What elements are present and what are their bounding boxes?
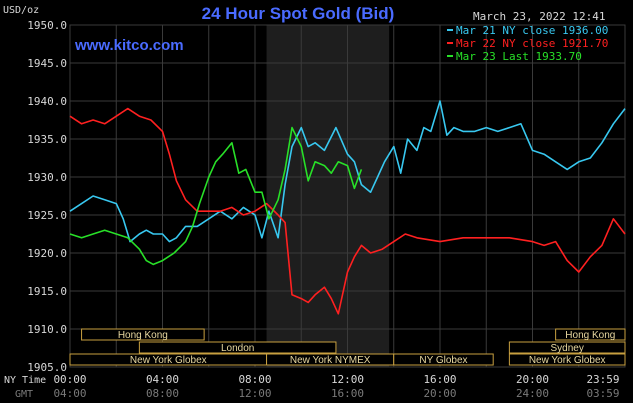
ny-time-tick-label: 12:00	[331, 373, 364, 386]
series-line	[69, 107, 626, 315]
nymex-shaded-region	[266, 25, 390, 367]
gmt-tick-label: 24:00	[516, 387, 549, 400]
session-bar	[508, 341, 626, 354]
gmt-tick-label: 04:00	[53, 387, 86, 400]
session-label: NY Globex	[419, 355, 467, 366]
session-label: Hong Kong	[565, 330, 615, 341]
gmt-label: GMT	[15, 389, 33, 400]
y-tick-label: 1905.0	[27, 361, 67, 374]
y-tick-label: 1920.0	[27, 247, 67, 260]
site-watermark: www.kitco.com	[74, 37, 184, 54]
series-line	[69, 126, 363, 266]
y-tick-label: 1945.0	[27, 57, 67, 70]
ny-time-tick-label: 20:00	[516, 373, 549, 386]
ny-time-tick-label: 04:00	[146, 373, 179, 386]
y-tick-label: 1930.0	[27, 171, 67, 184]
session-label: New York Globex	[130, 355, 207, 366]
legend-entry: Mar 21 NY close 1936.00	[456, 24, 608, 37]
gmt-tick-label: 16:00	[331, 387, 364, 400]
ny-time-label: NY Time	[4, 375, 46, 386]
series-line	[69, 100, 626, 243]
session-label: Sydney	[551, 343, 584, 354]
gmt-tick-label: 20:00	[423, 387, 456, 400]
y-tick-label: 1950.0	[27, 19, 67, 32]
y-tick-label: 1925.0	[27, 209, 67, 222]
session-bar	[555, 328, 626, 341]
y-tick-label: 1915.0	[27, 285, 67, 298]
y-tick-label: 1910.0	[27, 323, 67, 336]
legend-entry: Mar 22 NY close 1921.70	[456, 37, 608, 50]
timestamp: March 23, 2022 12:41	[473, 10, 605, 23]
ny-time-tick-label: 00:00	[53, 373, 86, 386]
chart-title: 24 Hour Spot Gold (Bid)	[202, 4, 395, 23]
y-tick-label: 1940.0	[27, 95, 67, 108]
session-label: New York Globex	[529, 355, 606, 366]
gmt-tick-label: 08:00	[146, 387, 179, 400]
session-bar	[138, 341, 337, 354]
y-unit-label: USD/oz	[3, 5, 39, 16]
session-label: Hong Kong	[118, 330, 168, 341]
ny-time-tick-label: 08:00	[238, 373, 271, 386]
session-bar	[508, 353, 626, 366]
gmt-tick-label: 12:00	[238, 387, 271, 400]
session-bar	[81, 328, 205, 341]
ny-time-tick-label: 16:00	[423, 373, 456, 386]
session-bar	[393, 353, 494, 366]
y-tick-label: 1935.0	[27, 133, 67, 146]
gmt-tick-label: 03:59	[586, 387, 619, 400]
session-label: New York NYMEX	[290, 355, 371, 366]
ny-time-tick-label: 23:59	[586, 373, 619, 386]
session-label: London	[221, 343, 254, 354]
legend-entry: Mar 23 Last 1933.70	[456, 50, 582, 63]
